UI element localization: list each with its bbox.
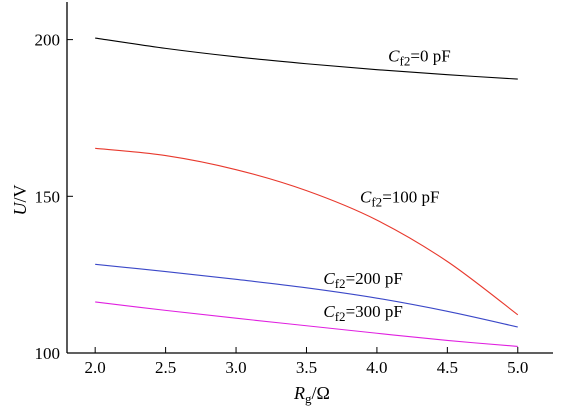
x-tick-label: 3.5 xyxy=(296,358,317,377)
x-tick-label: 2.0 xyxy=(85,358,106,377)
x-tick-label: 3.0 xyxy=(225,358,246,377)
ticks: 2.0 2.5 3.0 3.5 4.0 4.5 5.0 100 150 200 xyxy=(35,31,529,377)
series-line-3 xyxy=(95,263,518,328)
series-label-2: Cf2=100 pF xyxy=(360,188,439,210)
series-line-4 xyxy=(95,301,518,347)
x-tick-label: 2.5 xyxy=(155,358,176,377)
y-axis-title: U/V xyxy=(10,184,30,215)
series-lines xyxy=(95,37,519,347)
y-tick-label: 100 xyxy=(35,344,61,363)
series-label-4: Cf2=300 pF xyxy=(323,302,402,324)
series-line-2 xyxy=(95,147,519,316)
x-tick-label: 4.5 xyxy=(437,358,458,377)
y-tick-label: 200 xyxy=(35,31,61,50)
axes xyxy=(66,2,553,354)
x-tick-label: 4.0 xyxy=(366,358,387,377)
x-axis-title: Rg/Ω xyxy=(293,383,330,406)
series-line-1 xyxy=(95,37,518,80)
x-tick-label: 5.0 xyxy=(507,358,528,377)
y-tick-label: 150 xyxy=(35,187,61,206)
series-labels: Cf2=0 pF Cf2=100 pF Cf2=200 pF Cf2=300 pF xyxy=(323,47,450,324)
series-label-3: Cf2=200 pF xyxy=(323,269,402,291)
series-label-1: Cf2=0 pF xyxy=(388,47,450,69)
